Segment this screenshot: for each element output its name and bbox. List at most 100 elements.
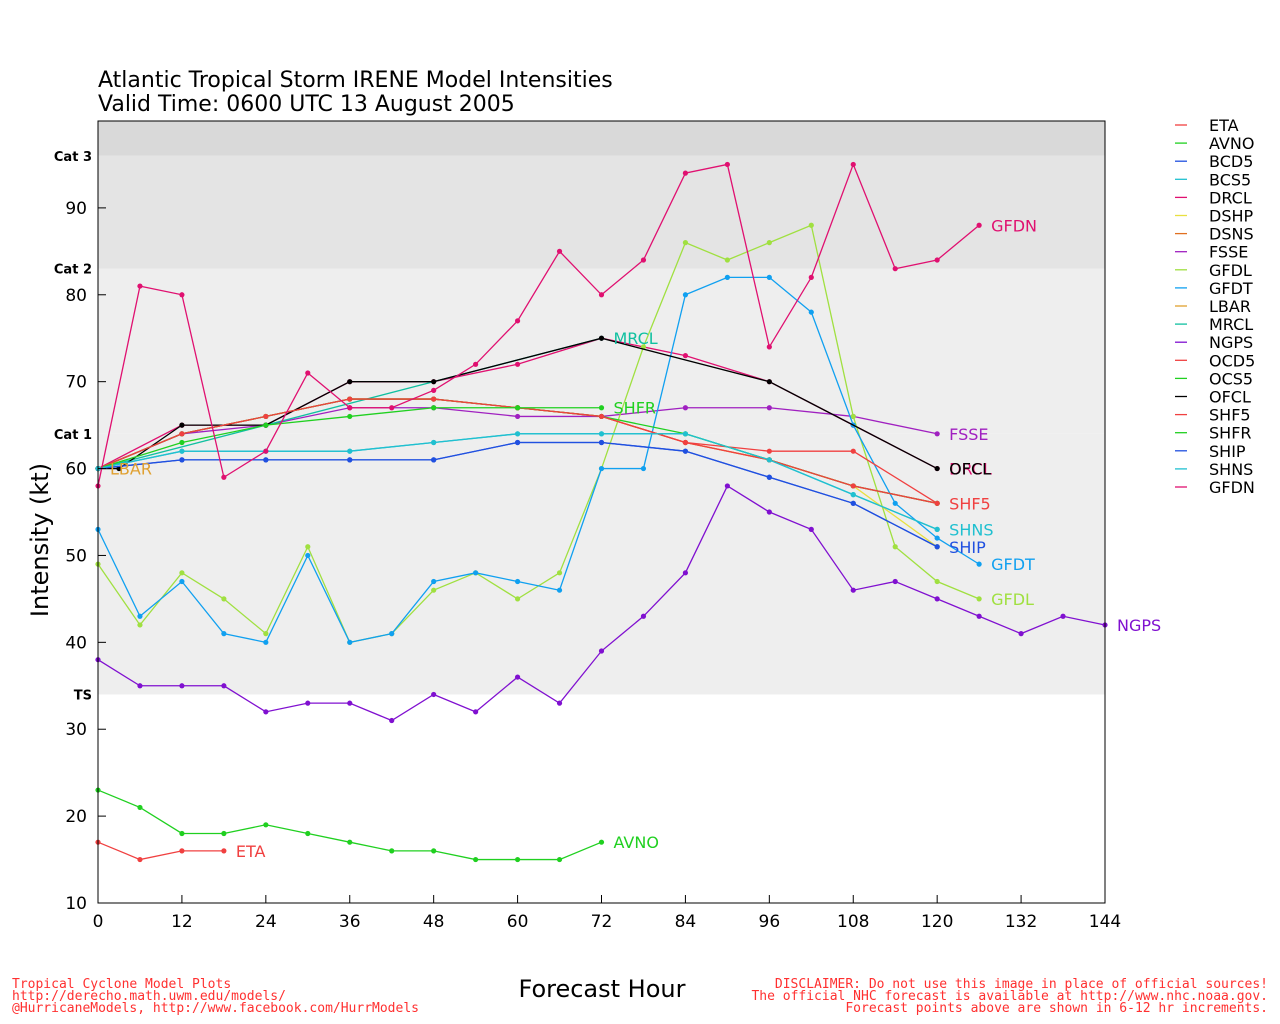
data-point-ship <box>179 457 185 463</box>
data-point-ngps <box>473 709 479 715</box>
data-point-ngps <box>724 483 730 489</box>
y-tick-label: 10 <box>65 894 87 914</box>
data-point-ship <box>514 439 521 446</box>
data-point-shns <box>766 457 772 463</box>
data-point-eta <box>137 856 143 863</box>
x-tick-label: 24 <box>255 912 277 932</box>
data-point-ofcl <box>934 465 940 472</box>
y-tick-label: 90 <box>65 199 87 219</box>
data-point-shfr <box>431 405 437 411</box>
data-point-ship <box>850 500 856 506</box>
series-line-gfdt <box>97 276 980 644</box>
series-ngps <box>95 483 1108 724</box>
data-point-shfr <box>514 405 521 411</box>
band-cat-2 <box>98 155 1105 269</box>
data-point-fsse <box>934 431 940 437</box>
data-point-gfdl <box>137 622 143 628</box>
y-tick-label: 80 <box>65 286 87 306</box>
end-label-shns: SHNS <box>949 520 993 539</box>
data-point-gfdn <box>682 170 689 176</box>
data-point-ocd5 <box>850 448 856 454</box>
data-point-gfdl <box>179 570 185 576</box>
data-point-drcl <box>514 361 521 367</box>
data-point-avno <box>556 856 563 863</box>
data-point-gfdt <box>766 274 772 280</box>
data-point-gfdn <box>389 405 395 411</box>
data-point-eta <box>179 848 185 854</box>
axes: 0 12 24 36 48 60 72 84 96 108 120 132 144 10 20 30 40 50 6… <box>65 120 1121 932</box>
data-point-avno <box>137 804 143 811</box>
data-point-shns <box>598 431 605 437</box>
data-point-gfdl <box>305 544 311 550</box>
data-point-gfdt <box>892 500 898 506</box>
data-point-ship <box>263 457 269 463</box>
data-point-ngps <box>598 648 605 654</box>
data-point-gfdt <box>473 570 479 576</box>
end-label-ofcl: OFCL <box>949 460 991 479</box>
series-eta <box>95 839 227 863</box>
data-point-gfdt <box>347 639 353 645</box>
data-point-gfdt <box>137 613 143 619</box>
x-tick-label: 84 <box>675 912 697 932</box>
data-point-avno <box>179 830 185 837</box>
data-point-ship <box>682 448 689 454</box>
legend-label-ship: SHIP <box>1209 442 1246 461</box>
x-tick-label: 132 <box>1005 912 1037 932</box>
data-point-gfdn <box>514 318 521 324</box>
data-point-shfr <box>347 413 353 420</box>
data-point-ofcl <box>766 379 772 385</box>
data-point-ngps <box>934 596 940 602</box>
data-point-gfdt <box>808 309 814 315</box>
x-tick-label: 108 <box>837 912 869 932</box>
data-point-gfdl <box>934 578 940 585</box>
data-point-shf5 <box>179 431 185 437</box>
band-label-ts: TS <box>74 688 92 703</box>
series-gfdt <box>95 274 982 645</box>
end-label-eta: ETA <box>236 842 266 861</box>
data-point-gfdt <box>179 578 185 585</box>
data-point-gfdt <box>976 561 982 567</box>
end-label-mrcl: MRCL <box>614 329 658 348</box>
data-point-shns <box>682 431 689 437</box>
data-point-gfdl <box>808 222 814 228</box>
y-tick-label: 50 <box>65 546 87 566</box>
y-tick-label: 60 <box>65 460 87 480</box>
legend-label-shf5: SHF5 <box>1209 406 1251 425</box>
legend-label-fsse: FSSE <box>1209 243 1248 262</box>
data-point-shns <box>431 439 437 446</box>
chart-title: Atlantic Tropical Storm IRENE Model Inte… <box>98 68 613 93</box>
legend-label-gfdt: GFDT <box>1209 279 1253 298</box>
data-point-ngps <box>850 587 856 593</box>
data-point-gfdl <box>556 570 563 576</box>
data-point-fsse <box>766 405 772 411</box>
data-point-ngps <box>556 700 563 706</box>
footer-left-1: Tropical Cyclone Model Plots <box>12 977 231 992</box>
data-point-ngps <box>179 683 185 689</box>
data-point-gfdn <box>640 257 647 263</box>
data-point-gfdt <box>389 631 395 637</box>
end-label-shf5: SHF5 <box>949 494 991 513</box>
data-point-gfdn <box>263 448 269 454</box>
series-lines <box>95 161 1108 863</box>
data-point-avno <box>389 848 395 854</box>
y-tick-label: 30 <box>65 720 87 740</box>
data-point-ship <box>934 544 940 550</box>
data-point-ngps <box>766 509 772 515</box>
data-point-gfdt <box>263 639 269 645</box>
x-tick-label: 96 <box>759 912 781 932</box>
end-label-drcl: DRCL <box>949 460 992 479</box>
legend: ETAAVNOBCD5BCS5DRCLDSHPDSNSFSSEGFDLGFDTL… <box>1175 116 1255 497</box>
x-tick-label: 12 <box>171 912 193 932</box>
data-point-gfdn <box>347 405 353 411</box>
footer-right-3: Forecast points above are shown in 6-12 … <box>845 1001 1268 1016</box>
data-point-gfdl <box>514 596 521 602</box>
data-point-ngps <box>682 570 689 576</box>
data-point-ofcl <box>179 422 185 428</box>
y-tick-label: 70 <box>65 373 87 393</box>
data-point-gfdn <box>808 274 814 280</box>
legend-label-ngps: NGPS <box>1209 333 1253 352</box>
data-point-ngps <box>1060 613 1066 619</box>
data-point-avno <box>473 856 479 863</box>
x-tick-label: 48 <box>423 912 445 932</box>
series-gfdn <box>95 161 982 489</box>
